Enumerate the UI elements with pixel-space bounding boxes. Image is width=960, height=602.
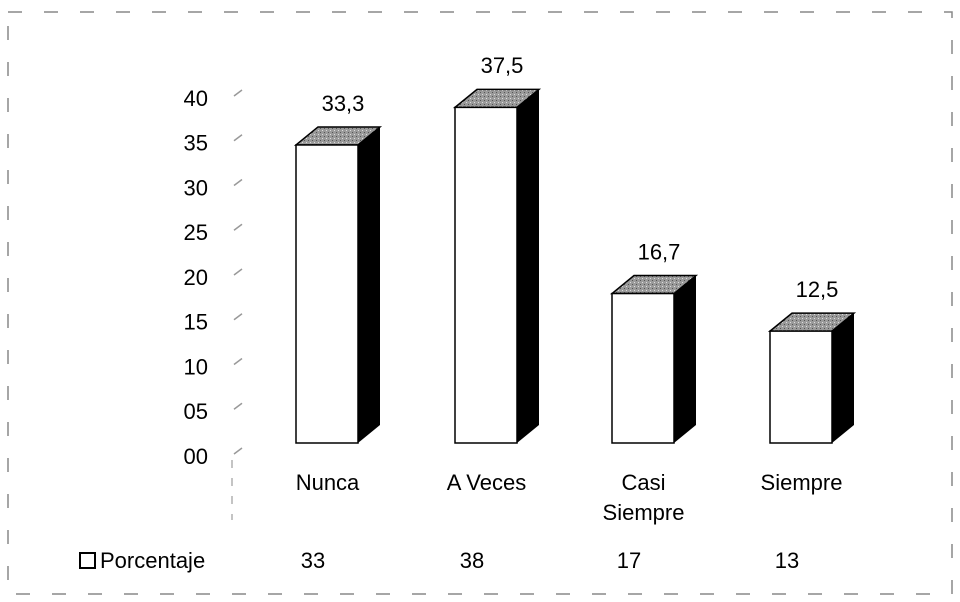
legend-label: Porcentaje <box>100 548 205 573</box>
value-label: 33,3 <box>322 91 365 116</box>
tick-mark <box>233 268 243 276</box>
bar <box>454 106 518 444</box>
y-tick-label: 30 <box>184 175 208 200</box>
bar-side <box>517 89 539 443</box>
bar <box>295 144 359 444</box>
tick-mark <box>233 447 243 455</box>
table-value: 17 <box>617 548 641 573</box>
tick-mark <box>233 89 243 97</box>
x-tick-label: Casi Siempre <box>602 470 685 525</box>
table-value: 38 <box>460 548 484 573</box>
bar-side <box>832 313 854 443</box>
y-tick-label: 00 <box>184 444 208 469</box>
bar-side <box>358 126 380 443</box>
value-label: 12,5 <box>796 277 839 302</box>
table-value: 13 <box>775 548 799 573</box>
x-tick-label: Siempre <box>760 470 843 495</box>
chart-border <box>7 11 953 595</box>
y-tick-label: 05 <box>184 399 208 424</box>
y-tick-label: 25 <box>184 220 208 245</box>
table-value: 33 <box>301 548 325 573</box>
y-tick-label: 10 <box>184 354 208 379</box>
tick-mark <box>233 402 243 410</box>
bar <box>769 330 833 444</box>
y-tick-label: 35 <box>184 131 208 156</box>
tick-mark <box>233 134 243 142</box>
y-tick-label: 40 <box>184 86 208 111</box>
x-tick-label: Nunca <box>295 470 360 495</box>
tick-mark <box>233 357 243 366</box>
tick-mark <box>233 223 243 231</box>
y-tick-label: 20 <box>184 265 208 290</box>
value-label: 37,5 <box>481 53 524 78</box>
x-tick-label: A Veces <box>446 470 527 495</box>
y-tick-label: 15 <box>184 310 208 335</box>
bar <box>611 292 675 444</box>
value-label: 16,7 <box>638 239 681 264</box>
tick-mark <box>233 313 243 321</box>
legend-swatch <box>79 552 96 569</box>
tick-mark <box>233 178 243 187</box>
bar-side <box>674 275 696 443</box>
